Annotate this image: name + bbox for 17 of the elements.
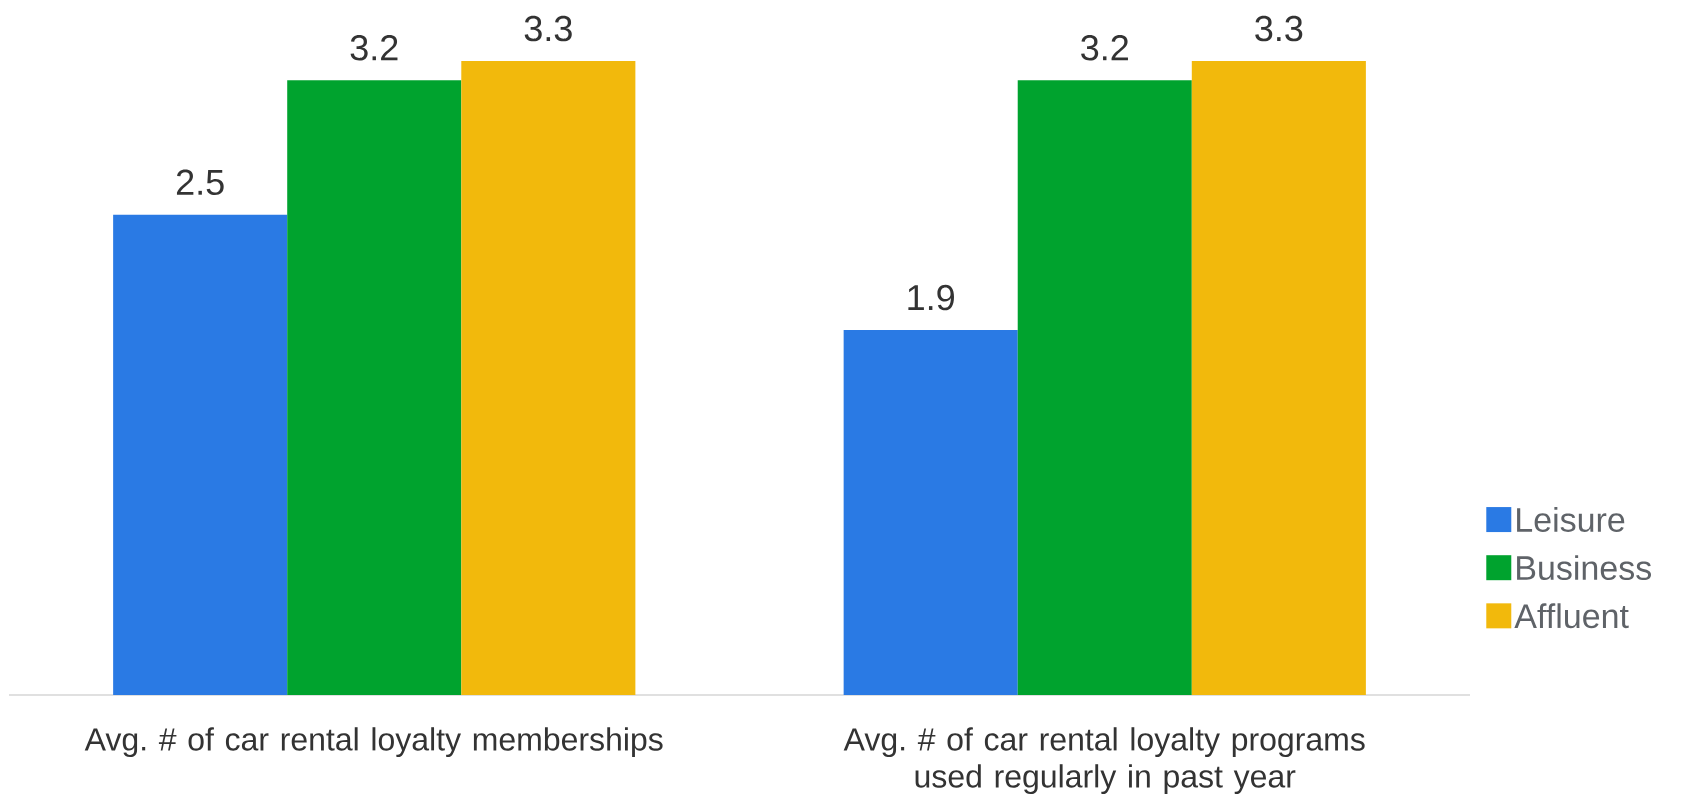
- bar: [1191, 61, 1366, 695]
- data-label: 3.3: [1255, 15, 1303, 42]
- bar: [1017, 80, 1192, 695]
- bar: [461, 61, 636, 695]
- bar: [287, 80, 462, 695]
- legend-label: Business: [1517, 555, 1651, 581]
- data-label: 3.2: [1081, 35, 1128, 61]
- x-tick-label: Avg. # of car rental loyalty memberships: [84, 727, 663, 758]
- data-label: 3.2: [350, 35, 398, 61]
- bar: [113, 214, 288, 695]
- data-label: 3.3: [524, 15, 572, 42]
- bar: [843, 329, 1018, 695]
- x-tick-label: Avg. # of car rental loyalty programs used regularly in past year: [843, 727, 1365, 795]
- data-label: 2.5: [176, 169, 224, 196]
- data-label: 1.9: [908, 284, 954, 311]
- legend-label: Leisure: [1517, 506, 1625, 532]
- legend-label: Affluent: [1514, 603, 1629, 629]
